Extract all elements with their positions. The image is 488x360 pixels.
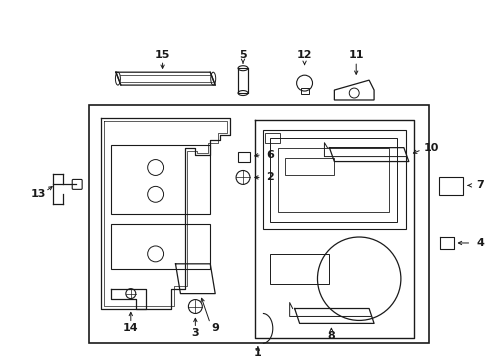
Text: 3: 3 bbox=[191, 328, 199, 338]
Bar bbox=[264, 133, 279, 143]
Text: 13: 13 bbox=[31, 189, 46, 199]
Text: 9: 9 bbox=[211, 323, 219, 333]
Bar bbox=[269, 138, 396, 222]
Bar bbox=[277, 148, 388, 212]
Text: 7: 7 bbox=[475, 180, 483, 190]
Text: 14: 14 bbox=[123, 323, 138, 333]
Text: 11: 11 bbox=[348, 50, 363, 60]
Text: 4: 4 bbox=[475, 238, 483, 248]
Bar bbox=[300, 88, 308, 94]
Text: 15: 15 bbox=[155, 50, 170, 60]
Text: 1: 1 bbox=[253, 348, 261, 358]
Text: 10: 10 bbox=[423, 143, 438, 153]
Bar bbox=[269, 254, 329, 284]
Text: 6: 6 bbox=[265, 150, 273, 159]
Text: 12: 12 bbox=[296, 50, 312, 60]
Bar bbox=[111, 224, 210, 269]
Text: 5: 5 bbox=[239, 50, 246, 60]
Bar bbox=[263, 130, 405, 229]
Bar bbox=[111, 145, 210, 214]
Bar bbox=[89, 105, 428, 343]
Bar bbox=[284, 158, 334, 175]
Bar bbox=[438, 177, 463, 195]
Text: 2: 2 bbox=[265, 172, 273, 183]
Bar bbox=[238, 68, 247, 93]
Text: 8: 8 bbox=[327, 331, 335, 341]
